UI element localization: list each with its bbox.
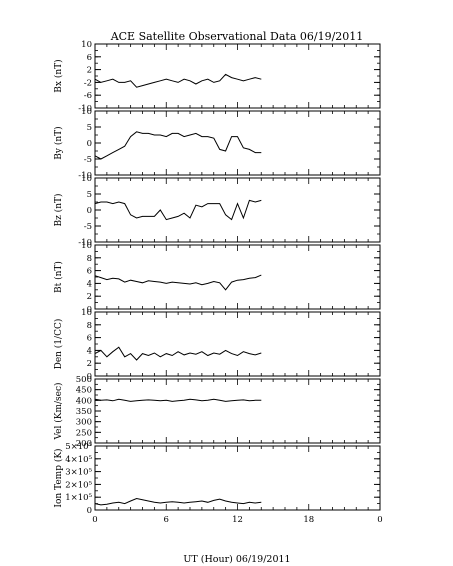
panel-2: -10 -5 0 5 10 By (nT) bbox=[53, 107, 381, 181]
y-tick-label: 0 bbox=[87, 372, 92, 382]
y-tick-label: 400 bbox=[76, 396, 92, 406]
y-tick-label: -10 bbox=[78, 238, 92, 248]
y-tick-label: -10 bbox=[78, 171, 92, 181]
y-tick-label: 5 bbox=[87, 123, 92, 133]
panel-3: -10 -5 0 5 10 Bz (nT) bbox=[53, 174, 381, 248]
panel-7: 0 1×10⁵ 2×10⁵ 3×10⁵ 4×10⁵ 5×10⁵ 0 6 12 18 0 Ion Tem… bbox=[53, 442, 383, 525]
y-tick-label: -6 bbox=[84, 91, 92, 101]
y-tick-label: 0 bbox=[87, 506, 92, 516]
x-tick-label: 0 bbox=[377, 515, 382, 525]
y-tick-label: 2 bbox=[87, 359, 92, 369]
y-tick-label: 4 bbox=[87, 279, 92, 289]
y-tick-label: 5×10⁵ bbox=[65, 442, 92, 452]
series-line bbox=[94, 73, 262, 88]
panel-frame bbox=[94, 110, 381, 176]
panel-5: 0 2 4 6 8 10 Den (1/CC) bbox=[53, 308, 381, 382]
panel-frame bbox=[94, 445, 381, 511]
series-line bbox=[94, 199, 262, 221]
y-tick-label: 8 bbox=[87, 254, 92, 264]
y-tick-label: 6 bbox=[87, 267, 92, 277]
y-tick-label: 4 bbox=[87, 346, 92, 356]
y-tick-label: 10 bbox=[81, 241, 92, 251]
y-tick-label: 500 bbox=[76, 375, 92, 385]
y-tick-label: 10 bbox=[81, 308, 92, 318]
y-tick-label: 350 bbox=[76, 407, 92, 417]
y-tick-label: 5 bbox=[87, 190, 92, 200]
x-tick-label: 0 bbox=[92, 515, 97, 525]
y-tick-label: 250 bbox=[76, 428, 92, 438]
x-axis-label: UT (Hour) 06/19/2011 bbox=[183, 554, 290, 565]
y-tick-label: 300 bbox=[76, 418, 92, 428]
series-line bbox=[94, 497, 262, 506]
y-tick-label: 2 bbox=[87, 292, 92, 302]
panel-4: 0 2 4 6 8 10 Bt (nT) bbox=[53, 241, 381, 315]
chart-title: ACE Satellite Observational Data 06/19/2… bbox=[110, 30, 364, 43]
y-tick-label: -10 bbox=[78, 104, 92, 114]
y-tick-label: 6 bbox=[87, 334, 92, 344]
y-axis-label: By (nT) bbox=[53, 126, 64, 159]
series-line bbox=[94, 398, 262, 402]
x-tick-label: 6 bbox=[164, 515, 169, 525]
series-line bbox=[94, 346, 262, 361]
y-axis-label: Bx (nT) bbox=[53, 59, 64, 92]
y-tick-label: 0 bbox=[87, 305, 92, 315]
y-tick-label: 8 bbox=[87, 321, 92, 331]
y-tick-label: 10 bbox=[81, 107, 92, 117]
panel-frame bbox=[94, 311, 381, 377]
y-tick-label: 10 bbox=[81, 40, 92, 50]
y-tick-label: 200 bbox=[76, 439, 92, 449]
y-tick-label: 4×10⁵ bbox=[65, 455, 92, 465]
y-tick-label: 3×10⁵ bbox=[65, 468, 92, 478]
y-tick-label: 10 bbox=[81, 174, 92, 184]
y-axis-label: Ion Temp (K) bbox=[53, 448, 64, 507]
panel-frame bbox=[94, 43, 381, 109]
series-line bbox=[94, 274, 262, 291]
y-tick-label: 6 bbox=[87, 53, 92, 63]
y-axis-label: Bz (nT) bbox=[53, 193, 64, 226]
y-tick-label: 450 bbox=[76, 386, 92, 396]
y-axis-label: Vel (Km/sec) bbox=[53, 382, 64, 440]
x-tick-label: 18 bbox=[303, 515, 314, 525]
y-tick-label: 0 bbox=[87, 206, 92, 216]
y-axis-label: Den (1/CC) bbox=[53, 319, 64, 370]
panel-frame bbox=[94, 177, 381, 243]
panel-frame bbox=[94, 244, 381, 310]
y-tick-label: -5 bbox=[84, 222, 92, 232]
y-tick-label: 2 bbox=[87, 66, 92, 76]
panels-group: -10 -6 -2 2 6 10 Bx (nT) -10 -5 0 5 10 By (nT) -10 -5 0… bbox=[53, 40, 383, 525]
y-tick-label: 0 bbox=[87, 139, 92, 149]
panel-1: -10 -6 -2 2 6 10 Bx (nT) bbox=[53, 40, 381, 114]
y-tick-label: 1×10⁵ bbox=[65, 493, 92, 503]
y-tick-label: 2×10⁵ bbox=[65, 480, 92, 490]
y-axis-label: Bt (nT) bbox=[53, 261, 64, 293]
panel-frame bbox=[94, 378, 381, 444]
series-line bbox=[94, 131, 262, 160]
y-tick-label: -2 bbox=[84, 78, 92, 88]
x-tick-label: 12 bbox=[232, 515, 243, 525]
y-tick-label: -5 bbox=[84, 155, 92, 165]
